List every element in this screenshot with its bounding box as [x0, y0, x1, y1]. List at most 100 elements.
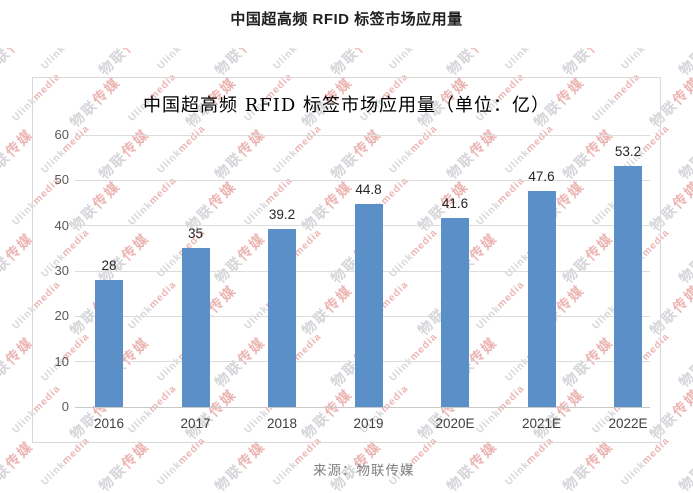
gridline-y0 [75, 406, 650, 408]
bar-value-label: 35 [187, 226, 204, 242]
watermark-tile: Ulinkmedia [155, 435, 208, 488]
bar-value-label: 53.2 [614, 143, 642, 159]
x-tick-label: 2018 [266, 416, 298, 431]
bar-2018 [268, 229, 296, 407]
watermark-tile: 物联传媒 [442, 48, 501, 80]
watermark-tile: 物联传媒 [674, 48, 693, 80]
watermark-word: 物联 [0, 252, 14, 287]
watermark-word: 物联 [0, 356, 14, 391]
bar-value-label: 28 [101, 258, 117, 274]
watermark-word: 物联 [327, 48, 362, 79]
watermark-tile: 物联传媒 [210, 48, 269, 80]
watermark-word: media [408, 48, 440, 51]
bar-2019 [354, 203, 383, 407]
watermark-word: 物联 [559, 460, 594, 493]
chart-container: 中国超高频 RFID 标签市场应用量（单位：亿） 0 10 20 30 40 50 60 28… [32, 77, 661, 443]
bar-2022E [614, 165, 642, 407]
watermark-word: Ulink [39, 48, 68, 72]
watermark-word: 传媒 [669, 73, 693, 108]
watermark-tile: 物联传媒 [326, 48, 385, 80]
watermark-tile: Ulinkmedia [39, 435, 92, 488]
watermark-word: media [176, 48, 208, 51]
x-tick-label: 2019 [353, 416, 384, 431]
watermark-word: Ulink [619, 459, 648, 488]
bar-value-label: 47.6 [528, 169, 555, 185]
x-tick-label: 2022E [608, 416, 648, 431]
watermark-word: 物联 [675, 356, 693, 391]
bar-value-label: 41.6 [441, 196, 469, 212]
watermark-word: Ulink [503, 48, 532, 72]
watermark-word: 物联 [443, 48, 478, 79]
watermark-tile: Ulinkmedia [39, 48, 92, 72]
watermark-word: 物联 [95, 48, 130, 79]
watermark-word: 传媒 [669, 385, 693, 420]
watermark-tile: Ulinkmedia [387, 48, 440, 72]
watermark-word: 物联 [675, 148, 693, 183]
watermark-word: Ulink [155, 459, 184, 488]
watermark-tile: 物联传媒 [210, 436, 269, 493]
watermark-word: 传媒 [118, 48, 152, 56]
watermark-tile: 物联传媒 [0, 48, 38, 80]
y-tick-label: 40 [54, 217, 69, 233]
watermark-word: Ulink [39, 459, 68, 488]
watermark-word: 物联 [675, 460, 693, 493]
watermark-word: 物联 [211, 460, 246, 493]
y-tick-label: 10 [54, 353, 69, 369]
watermark-word: 传媒 [234, 48, 268, 56]
gridline-y50 [75, 179, 650, 181]
watermark-word: 物联 [211, 48, 246, 79]
bar-2021E [527, 191, 556, 407]
bar-2017 [181, 248, 210, 407]
x-tick-label: 2021E [521, 416, 562, 431]
watermark-word: Ulink [619, 48, 648, 72]
watermark-word: media [292, 48, 324, 51]
x-tick-label: 2016 [93, 416, 125, 431]
watermark-word: media [524, 48, 556, 51]
watermark-word: 传媒 [350, 48, 384, 56]
chart-title: 中国超高频 RFID 标签市场应用量（单位：亿） [142, 95, 551, 116]
y-tick-label: 50 [54, 172, 69, 188]
watermark-word: 物联 [0, 148, 14, 183]
watermark-tile: 物联传媒 [558, 48, 617, 80]
watermark-word: media [640, 48, 672, 51]
watermark-word: 物联 [0, 460, 14, 493]
bar-2016 [95, 280, 123, 407]
watermark-tile: 物联传媒 [94, 436, 153, 493]
watermark-tile: 物联传媒 [674, 228, 693, 287]
bar-value-label: 44.8 [355, 181, 382, 197]
watermark-word: 物联 [675, 252, 693, 287]
watermark-word: 传媒 [582, 48, 616, 56]
watermark-word: 物联 [559, 48, 594, 79]
watermark-tile: Ulinkmedia [503, 435, 556, 488]
watermark-tile: Ulinkmedia [155, 48, 208, 72]
watermark-tile: Ulinkmedia [619, 435, 672, 488]
watermark-word: 传媒 [466, 48, 500, 56]
x-tick-label: 2017 [180, 416, 211, 431]
y-tick-label: 30 [54, 263, 69, 278]
watermark-tile: 物联传媒 [0, 436, 38, 493]
gridline-y60 [75, 134, 650, 136]
bar-2020E [441, 218, 469, 407]
watermark-tile: Ulinkmedia [619, 48, 672, 72]
watermark-word: Ulink [155, 48, 184, 72]
watermark-tile: 物联传媒 [674, 332, 693, 391]
watermark-word: 物联 [675, 48, 693, 79]
page-title: 中国超高频 RFID 标签市场应用量 [230, 11, 463, 28]
watermark-word: 物联 [0, 48, 14, 79]
y-tick-label: 20 [54, 308, 69, 324]
watermark-tile: 物联传媒 [674, 436, 693, 493]
watermark-word: Ulink [271, 459, 300, 488]
watermark-tile: 物联传媒 [674, 124, 693, 183]
y-tick-label: 0 [61, 399, 69, 414]
watermark-word: media [60, 48, 92, 51]
watermark-word: Ulink [387, 48, 416, 72]
watermark-word: 传媒 [2, 48, 36, 56]
plot-area: 0 10 20 30 40 50 60 28 2016 35 2017 39.2 2018 44.8 201… [55, 127, 650, 431]
watermark-word: 物联 [95, 460, 130, 493]
watermark-word: Ulink [503, 459, 532, 488]
watermark-tile: 物联传媒 [558, 436, 617, 493]
watermark-word: 物联 [443, 460, 478, 493]
bar-value-label: 39.2 [268, 207, 296, 223]
watermark-tile: 物联传媒 [94, 48, 153, 80]
x-tick-label: 2020E [435, 416, 475, 431]
